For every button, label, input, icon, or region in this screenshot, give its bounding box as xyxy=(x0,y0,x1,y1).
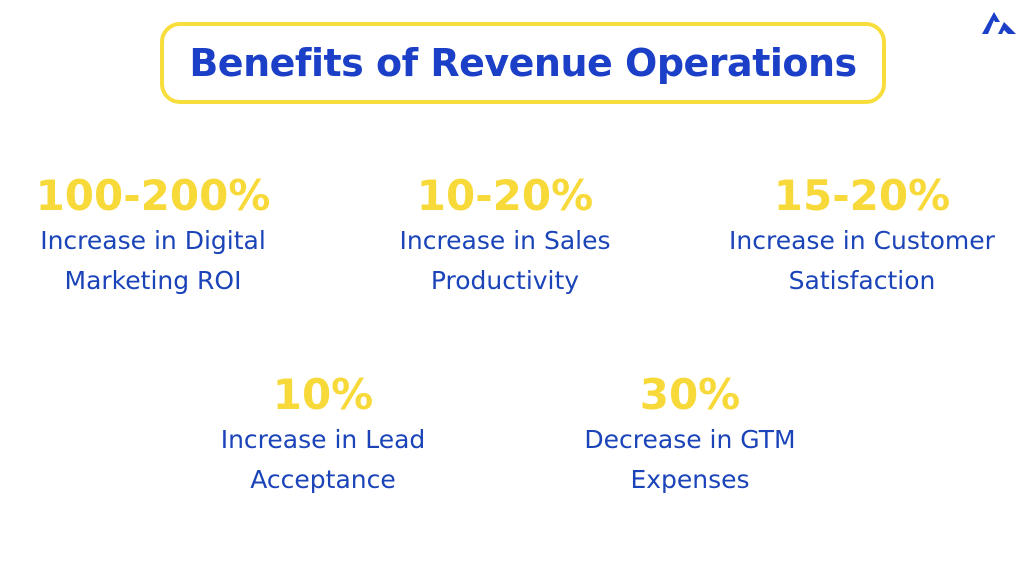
stat-label: Marketing ROI xyxy=(64,266,242,295)
stat-value: 100-200% xyxy=(35,171,271,220)
stat: 100-200% Increase in Digital Marketing ROI xyxy=(0,171,323,301)
stat: 15-20% Increase in Customer Satisfaction xyxy=(692,171,1024,301)
stat-label: Productivity xyxy=(430,266,580,295)
stat-label: Satisfaction xyxy=(788,266,936,295)
logo xyxy=(982,12,1016,34)
stat-label: Decrease in GTM xyxy=(584,425,796,454)
stat-value: 30% xyxy=(639,370,741,419)
stat: 10-20% Increase in Sales Productivity xyxy=(335,171,675,301)
stat-label: Increase in Digital xyxy=(40,226,266,255)
stat-label: Increase in Lead xyxy=(220,425,426,454)
title-box: Benefits of Revenue Operations xyxy=(160,22,886,104)
stat-label: Acceptance xyxy=(250,465,396,494)
stat-value: 10-20% xyxy=(416,171,594,220)
stat-label: Expenses xyxy=(630,465,750,494)
stat: 30% Decrease in GTM Expenses xyxy=(520,370,860,500)
stat-value: 15-20% xyxy=(773,171,951,220)
title: Benefits of Revenue Operations xyxy=(189,41,857,85)
stat-value: 10% xyxy=(272,370,374,419)
stat: 10% Increase in Lead Acceptance xyxy=(153,370,493,500)
stat-label: Increase in Customer xyxy=(729,226,995,255)
stat-label: Increase in Sales xyxy=(399,226,611,255)
